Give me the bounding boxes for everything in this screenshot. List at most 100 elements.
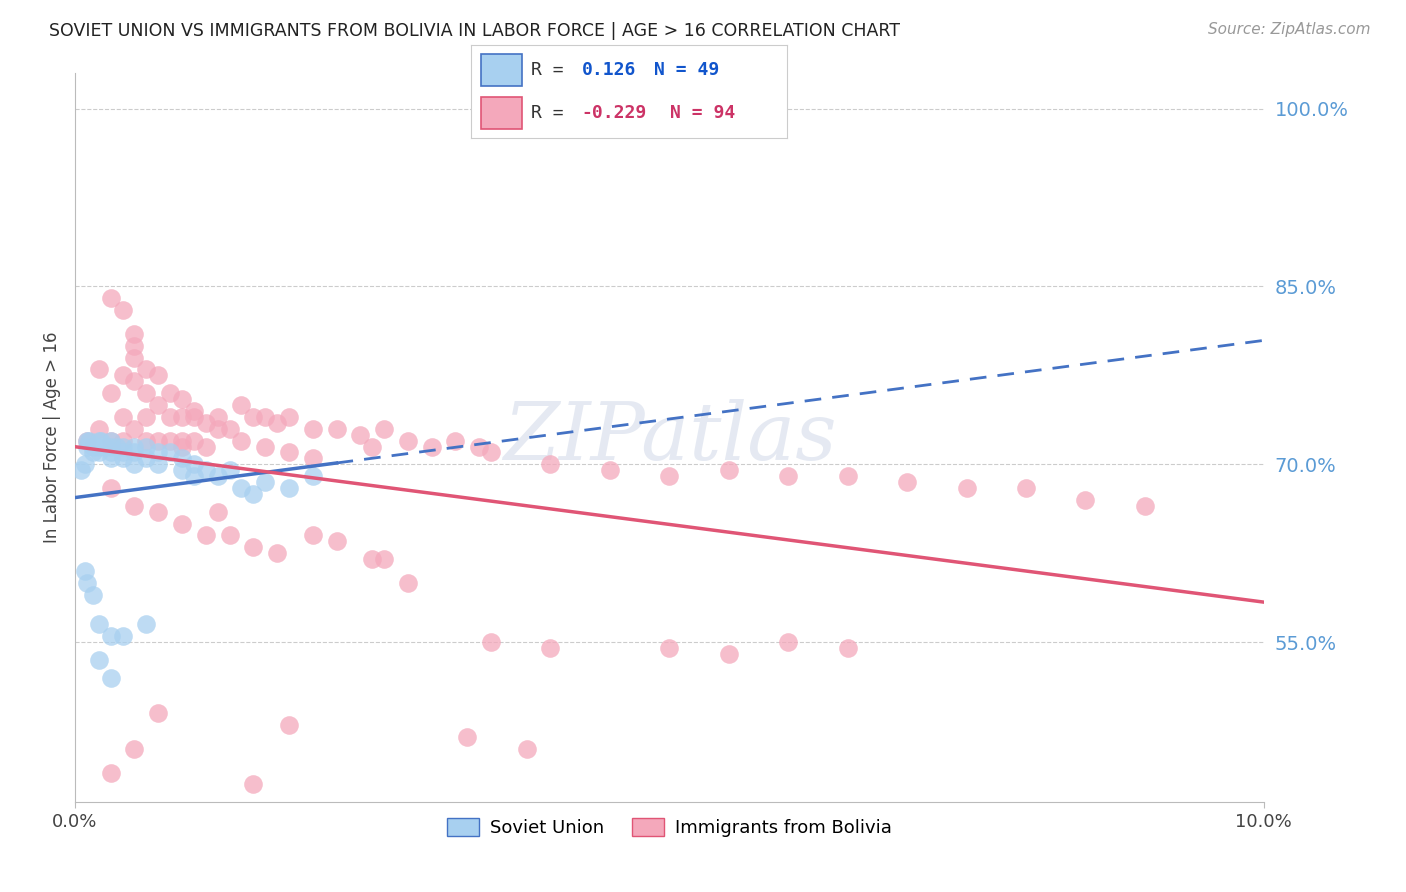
- Point: [124, 440, 146, 454]
- Point: [837, 469, 859, 483]
- Point: [135, 409, 157, 424]
- Text: Source: ZipAtlas.com: Source: ZipAtlas.com: [1208, 22, 1371, 37]
- Point: [278, 481, 301, 495]
- Point: [778, 469, 800, 483]
- Text: N = 94: N = 94: [671, 104, 735, 122]
- Point: [82, 588, 104, 602]
- Point: [82, 440, 104, 454]
- Point: [170, 516, 193, 531]
- Point: [100, 445, 122, 459]
- Point: [207, 422, 229, 436]
- Point: [148, 434, 170, 448]
- Point: [373, 552, 395, 566]
- Point: [124, 458, 146, 472]
- Point: [111, 303, 134, 318]
- Point: [896, 475, 918, 489]
- Point: [361, 552, 384, 566]
- Point: [456, 730, 478, 744]
- Point: [183, 434, 205, 448]
- Point: [100, 440, 122, 454]
- Point: [1074, 492, 1097, 507]
- Point: [540, 458, 562, 472]
- Point: [135, 440, 157, 454]
- Point: [396, 575, 419, 590]
- Point: [135, 386, 157, 401]
- Point: [468, 440, 491, 454]
- Point: [159, 434, 181, 448]
- Point: [540, 641, 562, 656]
- Text: SOVIET UNION VS IMMIGRANTS FROM BOLIVIA IN LABOR FORCE | AGE > 16 CORRELATION CH: SOVIET UNION VS IMMIGRANTS FROM BOLIVIA …: [49, 22, 900, 40]
- Point: [87, 422, 110, 436]
- Point: [170, 392, 193, 406]
- Point: [111, 445, 134, 459]
- Point: [1015, 481, 1038, 495]
- Point: [325, 534, 347, 549]
- Point: [183, 409, 205, 424]
- Point: [183, 458, 205, 472]
- Point: [516, 742, 538, 756]
- Point: [301, 451, 323, 466]
- Point: [278, 718, 301, 732]
- Legend: Soviet Union, Immigrants from Bolivia: Soviet Union, Immigrants from Bolivia: [440, 811, 898, 845]
- Point: [135, 434, 157, 448]
- Point: [100, 291, 122, 305]
- Point: [82, 445, 104, 459]
- Point: [194, 440, 217, 454]
- Point: [837, 641, 859, 656]
- Point: [242, 541, 264, 555]
- Point: [100, 481, 122, 495]
- Point: [242, 777, 264, 791]
- Point: [111, 409, 134, 424]
- Point: [325, 422, 347, 436]
- Text: R =: R =: [531, 104, 564, 122]
- Point: [194, 463, 217, 477]
- Point: [183, 469, 205, 483]
- Point: [183, 404, 205, 418]
- Point: [301, 528, 323, 542]
- Point: [254, 440, 277, 454]
- Point: [231, 398, 253, 412]
- Point: [76, 434, 98, 448]
- Point: [148, 398, 170, 412]
- Point: [207, 505, 229, 519]
- Point: [100, 629, 122, 643]
- Point: [218, 528, 240, 542]
- Point: [301, 422, 323, 436]
- Point: [76, 440, 98, 454]
- Point: [148, 458, 170, 472]
- Point: [124, 374, 146, 388]
- Point: [254, 475, 277, 489]
- Point: [135, 362, 157, 376]
- Point: [159, 409, 181, 424]
- Point: [396, 434, 419, 448]
- Point: [242, 409, 264, 424]
- Point: [111, 629, 134, 643]
- Text: 0.126: 0.126: [582, 61, 636, 78]
- Point: [266, 546, 288, 560]
- Point: [100, 434, 122, 448]
- Point: [111, 368, 134, 383]
- Point: [207, 409, 229, 424]
- Point: [778, 635, 800, 649]
- Point: [420, 440, 443, 454]
- Text: N = 49: N = 49: [655, 61, 720, 78]
- Point: [218, 422, 240, 436]
- Point: [87, 445, 110, 459]
- Point: [218, 463, 240, 477]
- Point: [135, 451, 157, 466]
- Point: [231, 434, 253, 448]
- Point: [148, 706, 170, 721]
- Text: -0.229: -0.229: [582, 104, 647, 122]
- Point: [599, 463, 621, 477]
- Point: [148, 368, 170, 383]
- Point: [124, 422, 146, 436]
- Point: [717, 647, 740, 661]
- Point: [1133, 499, 1156, 513]
- Y-axis label: In Labor Force | Age > 16: In Labor Force | Age > 16: [44, 332, 60, 543]
- Point: [124, 445, 146, 459]
- Point: [124, 499, 146, 513]
- Point: [349, 427, 371, 442]
- Point: [254, 409, 277, 424]
- Point: [278, 409, 301, 424]
- Point: [73, 458, 96, 472]
